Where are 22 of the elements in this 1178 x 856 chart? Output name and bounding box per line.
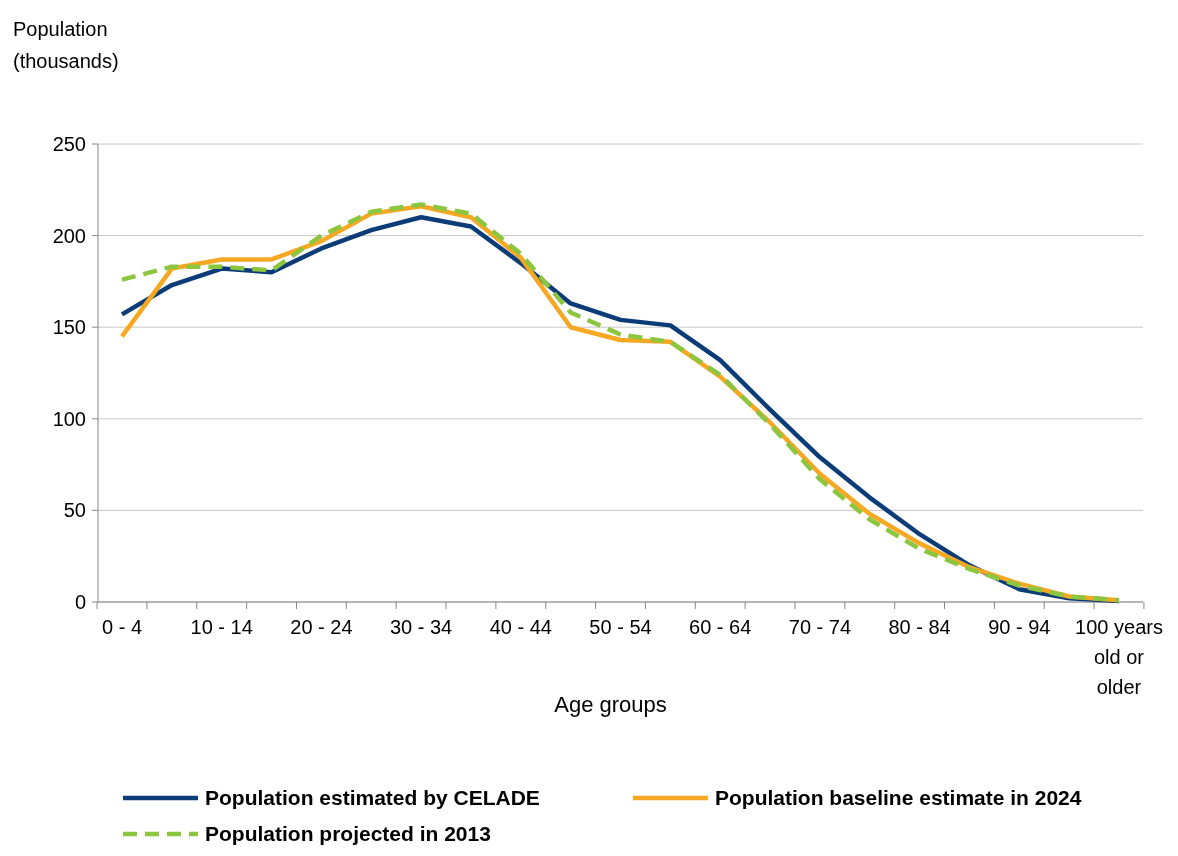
- x-tick-label: 80 - 84: [888, 616, 951, 638]
- x-tick-label: 0 - 4: [101, 616, 143, 638]
- legend-label: Population baseline estimate in 2024: [715, 786, 1082, 810]
- legend-label: Population projected in 2013: [205, 822, 491, 846]
- x-tick-label: 90 - 94: [988, 616, 1051, 638]
- y-tick-label: 250: [52, 133, 86, 155]
- x-tick-label: 30 - 34: [389, 616, 453, 638]
- x-tick-label: 60 - 64: [689, 616, 752, 638]
- x-tick-label: 100 years old or older: [1075, 616, 1163, 698]
- y-axis-title: Population (thousands): [13, 18, 119, 72]
- x-tick-label: 70 - 74: [788, 616, 852, 638]
- y-tick-label: 100: [52, 407, 86, 430]
- x-tick-label: 50 - 54: [589, 616, 652, 638]
- legend-label: Population estimated by CELADE: [205, 786, 540, 810]
- x-tick-label: 40 - 44: [489, 616, 552, 638]
- y-tick-label: 0: [74, 591, 86, 613]
- x-tick-label: 10 - 14: [190, 616, 253, 638]
- x-axis-title: Age groups: [554, 692, 667, 717]
- y-tick-label: 150: [52, 316, 86, 339]
- y-tick-label: 200: [52, 224, 86, 247]
- y-tick-label: 50: [63, 499, 86, 522]
- x-tick-label: 20 - 24: [290, 616, 353, 638]
